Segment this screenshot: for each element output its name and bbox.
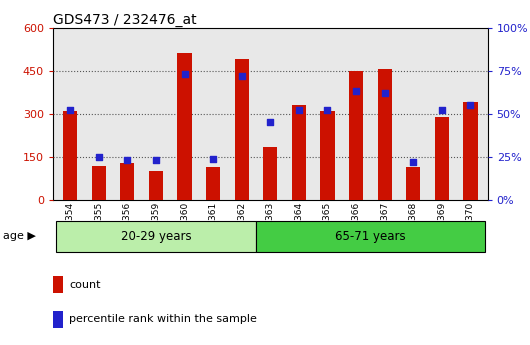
Point [295,108,303,113]
Bar [56,221,256,252]
Bar [377,69,392,200]
Text: 65-71 years: 65-71 years [335,230,405,243]
Bar [235,59,249,200]
Point [438,108,446,113]
Point [152,158,160,163]
Point [266,120,275,125]
Bar [463,102,478,200]
Text: count: count [69,280,100,289]
Bar [263,147,277,200]
Bar [435,117,449,200]
Bar [206,167,220,200]
Point [323,108,332,113]
Text: GDS473 / 232476_at: GDS473 / 232476_at [53,12,197,27]
Bar [349,71,363,200]
Bar [292,105,306,200]
Point [466,102,475,108]
Point [66,108,74,113]
Point [94,154,103,160]
Bar [120,163,135,200]
Bar [406,167,420,200]
Point [209,156,217,161]
Point [123,158,131,163]
Text: percentile rank within the sample: percentile rank within the sample [69,314,257,324]
Point [237,73,246,79]
Point [381,90,389,96]
Bar [320,111,334,200]
Point [409,159,418,165]
Bar [92,166,106,200]
Point [180,71,189,77]
Bar [149,171,163,200]
Bar [256,221,485,252]
Point [352,89,360,94]
Bar [178,53,192,200]
Bar [63,111,77,200]
Text: 20-29 years: 20-29 years [121,230,191,243]
Text: age ▶: age ▶ [3,231,36,241]
